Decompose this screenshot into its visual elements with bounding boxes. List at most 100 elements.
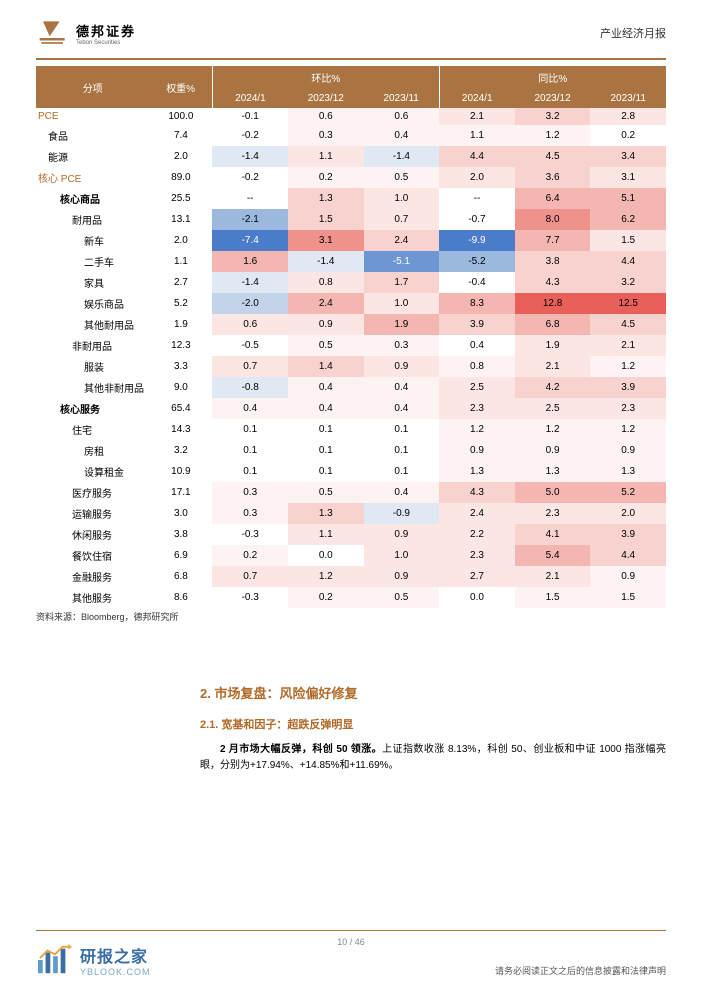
- row-label: 餐饮住宿: [36, 545, 149, 566]
- table-row: 核心商品25.5--1.31.0--6.45.1: [36, 188, 666, 209]
- table-row: 非耐用品12.3-0.50.50.30.41.92.1: [36, 335, 666, 356]
- company-logo: 德邦证券 Tebon Securities: [36, 18, 136, 48]
- data-cell: 0.5: [364, 587, 440, 608]
- data-cell: 8.3: [439, 293, 515, 314]
- data-cell: 3.8: [515, 251, 591, 272]
- data-cell: 0.1: [364, 461, 440, 482]
- data-cell: 1.5: [590, 230, 666, 251]
- row-label: 非耐用品: [36, 335, 149, 356]
- data-cell: -5.1: [364, 251, 440, 272]
- data-cell: -1.4: [212, 272, 288, 293]
- data-cell: 0.2: [288, 167, 364, 188]
- data-cell: 1.3: [439, 461, 515, 482]
- watermark-icon: [36, 943, 74, 977]
- data-cell: 5.0: [515, 482, 591, 503]
- data-cell: 0.1: [364, 440, 440, 461]
- row-label: 新车: [36, 230, 149, 251]
- section-num: 2.: [200, 686, 211, 701]
- data-cell: 2.3: [439, 398, 515, 419]
- data-cell: 0.1: [364, 419, 440, 440]
- data-cell: 1.0: [364, 545, 440, 566]
- data-cell: 1.3: [288, 188, 364, 209]
- data-cell: 1.7: [364, 272, 440, 293]
- data-cell: -0.2: [212, 125, 288, 146]
- data-cell: 3.2: [590, 272, 666, 293]
- data-cell: 0.1: [212, 461, 288, 482]
- data-cell: 1.1: [288, 146, 364, 167]
- data-cell: 2.1: [439, 108, 515, 125]
- row-label: 住宅: [36, 419, 149, 440]
- data-cell: 0.4: [439, 335, 515, 356]
- data-cell: 7.7: [515, 230, 591, 251]
- table-row: 二手车1.11.6-1.4-5.1-5.23.84.4: [36, 251, 666, 272]
- data-cell: 1.2: [439, 419, 515, 440]
- th-group-yoy: 同比%: [439, 66, 666, 89]
- data-cell: 4.5: [515, 146, 591, 167]
- row-weight: 2.7: [149, 272, 212, 293]
- data-cell: 1.4: [288, 356, 364, 377]
- data-cell: 1.3: [515, 461, 591, 482]
- table-row: 其他非耐用品9.0-0.80.40.42.54.23.9: [36, 377, 666, 398]
- data-cell: 6.4: [515, 188, 591, 209]
- report-type: 产业经济月报: [600, 25, 666, 41]
- data-cell: 0.4: [364, 125, 440, 146]
- data-cell: -0.5: [212, 335, 288, 356]
- table-row: 金融服务6.80.71.20.92.72.10.9: [36, 566, 666, 587]
- table-row: 其他耐用品1.90.60.91.93.96.84.5: [36, 314, 666, 335]
- row-weight: 5.2: [149, 293, 212, 314]
- data-cell: 4.3: [515, 272, 591, 293]
- data-cell: --: [212, 188, 288, 209]
- data-cell: 0.8: [439, 356, 515, 377]
- row-weight: 9.0: [149, 377, 212, 398]
- subsection-heading: 2.1. 宽基和因子：超跌反弹明显: [200, 716, 666, 732]
- data-cell: 0.9: [590, 440, 666, 461]
- data-cell: 0.1: [288, 440, 364, 461]
- pce-table: 分项 权重% 环比% 同比% 2024/12023/122023/112024/…: [36, 66, 666, 608]
- data-cell: 2.8: [590, 108, 666, 125]
- data-cell: 0.9: [364, 356, 440, 377]
- data-cell: 0.9: [590, 566, 666, 587]
- table-row: 设算租金10.90.10.10.11.31.31.3: [36, 461, 666, 482]
- row-weight: 10.9: [149, 461, 212, 482]
- data-cell: 6.8: [515, 314, 591, 335]
- table-row: 餐饮住宿6.90.20.01.02.35.44.4: [36, 545, 666, 566]
- data-cell: 0.9: [364, 566, 440, 587]
- data-cell: -9.9: [439, 230, 515, 251]
- table-row: 食品7.4-0.20.30.41.11.20.2: [36, 125, 666, 146]
- row-weight: 89.0: [149, 167, 212, 188]
- row-weight: 17.1: [149, 482, 212, 503]
- data-cell: 0.4: [364, 482, 440, 503]
- table-row: 服装3.30.71.40.90.82.11.2: [36, 356, 666, 377]
- data-cell: 12.5: [590, 293, 666, 314]
- row-label: 食品: [36, 125, 149, 146]
- watermark-en: YBLOOK.COM: [80, 967, 151, 977]
- table-row: 房租3.20.10.10.10.90.90.9: [36, 440, 666, 461]
- data-cell: 0.1: [212, 440, 288, 461]
- data-cell: 0.0: [439, 587, 515, 608]
- table-row: 核心服务65.40.40.40.42.32.52.3: [36, 398, 666, 419]
- data-cell: 3.2: [515, 108, 591, 125]
- data-cell: 3.9: [590, 524, 666, 545]
- data-cell: 1.2: [515, 125, 591, 146]
- row-weight: 2.0: [149, 230, 212, 251]
- company-name-en: Tebon Securities: [76, 40, 136, 46]
- disclaimer: 请务必阅读正文之后的信息披露和法律声明: [495, 964, 666, 977]
- data-cell: 4.3: [439, 482, 515, 503]
- data-cell: 0.7: [212, 566, 288, 587]
- data-cell: -0.9: [364, 503, 440, 524]
- row-label: 休闲服务: [36, 524, 149, 545]
- data-cell: 3.9: [439, 314, 515, 335]
- th-period: 2024/1: [212, 89, 288, 108]
- data-cell: -0.3: [212, 587, 288, 608]
- row-label: 服装: [36, 356, 149, 377]
- row-weight: 100.0: [149, 108, 212, 125]
- data-cell: 4.4: [590, 251, 666, 272]
- row-label: 医疗服务: [36, 482, 149, 503]
- data-cell: 2.0: [590, 503, 666, 524]
- data-cell: 0.1: [288, 461, 364, 482]
- data-cell: 4.2: [515, 377, 591, 398]
- data-cell: 4.4: [439, 146, 515, 167]
- th-period: 2024/1: [439, 89, 515, 108]
- data-cell: --: [439, 188, 515, 209]
- data-cell: 0.8: [288, 272, 364, 293]
